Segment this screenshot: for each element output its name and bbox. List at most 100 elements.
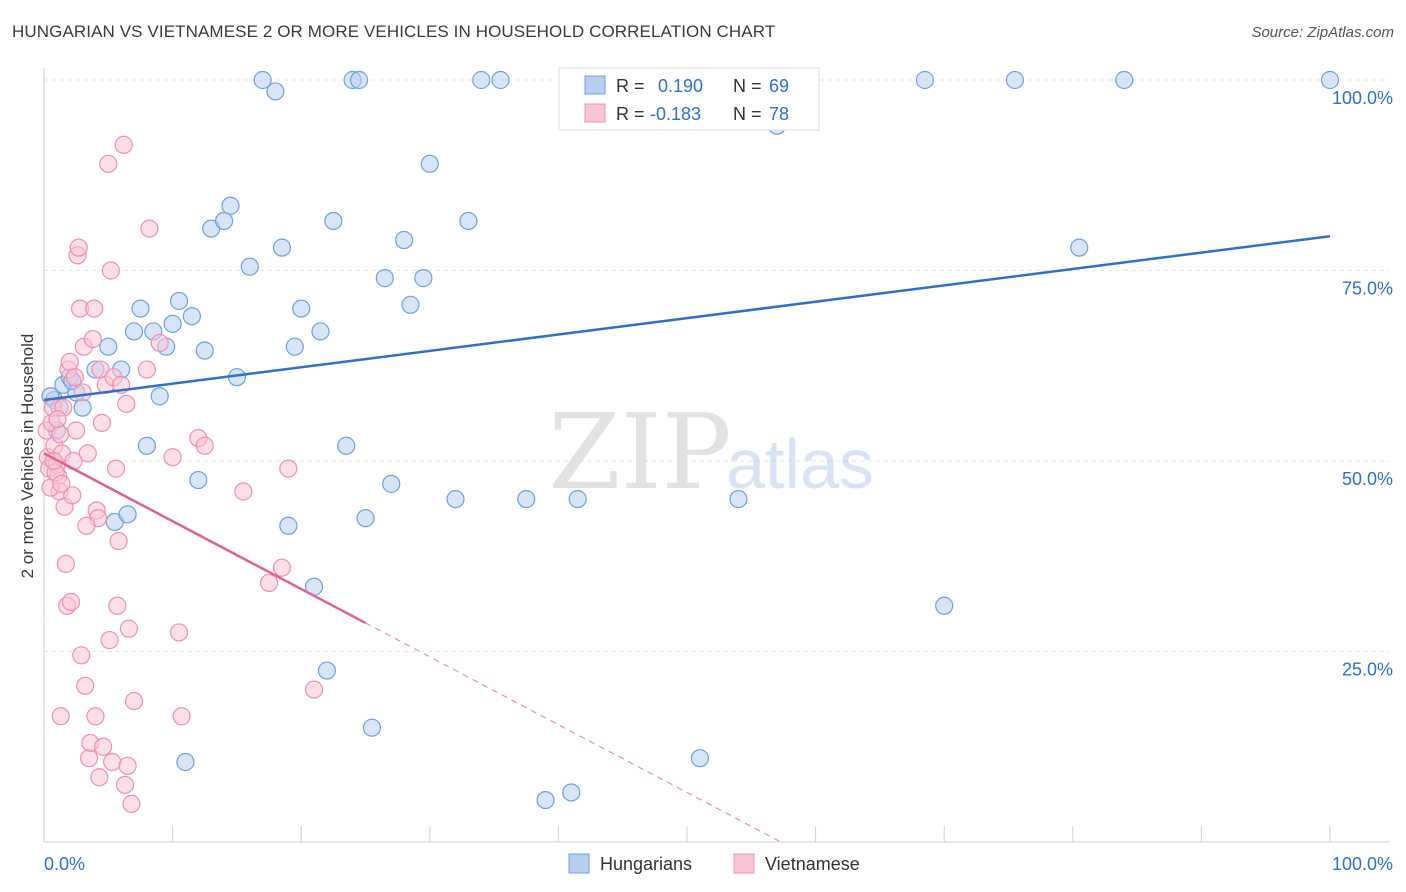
trendline-1 [43, 452, 367, 625]
legend-stat-swatch-vietnamese [584, 103, 606, 123]
point-1-28 [78, 444, 97, 463]
point-0-58 [729, 490, 748, 509]
point-1-22 [69, 238, 88, 257]
legend-r-value-0: 0.190 [658, 76, 703, 96]
point-1-60 [163, 448, 182, 467]
point-0-56 [568, 490, 587, 509]
point-1-17 [61, 592, 81, 612]
point-1-9 [51, 707, 70, 726]
point-0-43 [375, 269, 394, 288]
point-1-55 [122, 794, 141, 814]
point-1-46 [106, 459, 126, 478]
point-1-13 [56, 554, 75, 573]
point-0-38 [337, 436, 356, 455]
point-0-31 [279, 516, 298, 535]
point-0-32 [285, 337, 304, 356]
point-0-52 [491, 70, 510, 90]
point-1-27 [76, 676, 95, 695]
point-1-77 [52, 474, 71, 493]
point-1-61 [169, 623, 189, 642]
point-1-57 [137, 360, 156, 379]
y-tick-label-1: 50.0% [1342, 469, 1393, 489]
point-1-48 [109, 531, 128, 551]
point-0-11 [124, 322, 144, 341]
point-1-58 [140, 219, 159, 238]
point-1-47 [108, 596, 127, 615]
point-1-24 [72, 646, 91, 665]
point-0-20 [182, 307, 201, 326]
point-0-35 [311, 322, 330, 341]
x-tick-label-max: 100.0% [1332, 854, 1393, 874]
legend-r-value-1: -0.183 [650, 104, 701, 124]
legend-r-label-1: R = [616, 104, 645, 124]
chart-title: HUNGARIAN VS VIETNAMESE 2 OR MORE VEHICL… [12, 22, 776, 41]
legend-label-vietnamese: Vietnamese [765, 854, 860, 874]
point-0-51 [472, 70, 491, 90]
point-1-29 [79, 749, 99, 768]
point-0-18 [169, 291, 189, 311]
point-1-38 [92, 413, 111, 432]
point-0-57 [690, 749, 709, 768]
point-0-50 [459, 211, 478, 231]
legend-r-label-0: R = [616, 76, 645, 96]
point-1-19 [65, 368, 84, 387]
point-1-41 [99, 154, 118, 173]
point-0-30 [272, 238, 292, 257]
point-0-55 [562, 783, 581, 802]
legend-n-label-0: N = [733, 76, 762, 96]
point-1-44 [103, 752, 122, 772]
point-1-32 [85, 299, 104, 318]
legend-label-hungarians: Hungarians [600, 854, 692, 874]
legend-swatch-vietnamese [733, 853, 755, 874]
point-0-64 [1070, 238, 1089, 257]
point-1-50 [114, 135, 133, 154]
point-1-62 [172, 707, 191, 726]
legend-n-label-1: N = [733, 104, 762, 124]
point-1-68 [279, 459, 298, 478]
point-1-59 [150, 333, 169, 352]
point-0-10 [118, 505, 137, 524]
point-1-64 [195, 436, 214, 455]
point-1-25 [73, 383, 92, 402]
point-0-36 [317, 661, 337, 680]
point-1-39 [94, 737, 113, 756]
point-1-43 [101, 261, 120, 280]
point-1-74 [77, 516, 96, 535]
trendline-extension-1 [365, 622, 782, 843]
point-0-47 [414, 269, 433, 288]
y-tick-label-2: 75.0% [1342, 279, 1393, 299]
point-0-54 [536, 790, 555, 810]
point-0-62 [1005, 70, 1025, 90]
grid-layer [44, 79, 1390, 652]
point-0-48 [420, 154, 439, 173]
point-0-61 [935, 596, 954, 615]
axes-layer: 25.0% 50.0% 75.0% 100.0% 0.0% 100.0% [43, 68, 1393, 874]
point-1-33 [86, 707, 105, 726]
point-0-41 [356, 509, 375, 528]
point-0-60 [915, 70, 935, 90]
point-0-19 [176, 752, 195, 772]
legend-n-value-0: 69 [769, 76, 789, 96]
point-1-31 [83, 329, 102, 349]
point-1-69 [304, 680, 324, 699]
point-1-65 [234, 482, 253, 501]
y-tick-label-3: 100.0% [1332, 88, 1393, 108]
point-0-7 [99, 337, 118, 356]
point-1-66 [259, 573, 279, 593]
point-1-52 [117, 394, 136, 413]
point-0-65 [1320, 70, 1340, 90]
point-0-37 [324, 211, 343, 231]
point-1-56 [124, 691, 144, 711]
legend-n-value-1: 78 [769, 104, 789, 124]
series-legend: Hungarians Vietnamese [568, 853, 860, 874]
y-tick-label-0: 25.0% [1342, 660, 1393, 680]
point-0-40 [349, 70, 369, 90]
point-0-44 [382, 474, 401, 493]
point-0-63 [1115, 70, 1134, 90]
trendline-0 [43, 234, 1331, 402]
point-1-71 [50, 425, 70, 444]
point-0-5 [73, 398, 92, 417]
point-1-16 [60, 352, 79, 372]
trend-layer [43, 234, 1331, 843]
